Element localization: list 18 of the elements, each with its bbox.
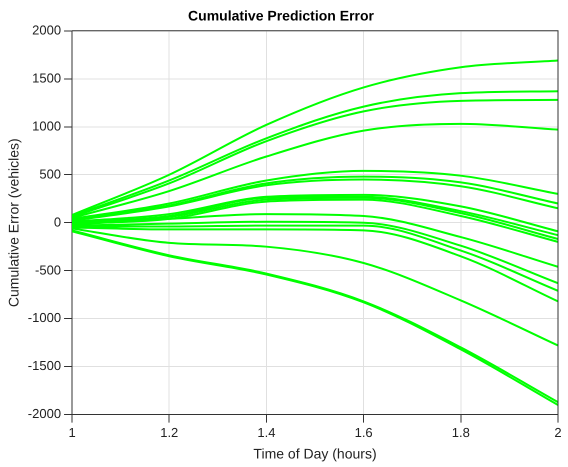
x-axis-title: Time of Day (hours)	[253, 445, 377, 462]
y-tick-label: -2000	[28, 406, 62, 422]
chart-title: Cumulative Prediction Error	[188, 7, 375, 24]
y-tick-label: 500	[39, 166, 62, 182]
x-tick-label: 1.6	[354, 424, 373, 440]
x-tick-label: 2	[554, 424, 562, 440]
x-tick-label: 1.8	[452, 424, 470, 440]
y-tick-label: 1000	[32, 118, 62, 134]
x-tick-label: 1.4	[257, 424, 276, 440]
y-tick-label: -500	[35, 262, 62, 278]
y-tick-label: 1500	[32, 70, 62, 86]
y-tick-label: 2000	[32, 22, 62, 38]
x-tick-label: 1	[68, 424, 76, 440]
y-tick-label: -1500	[28, 358, 62, 374]
x-tick-label: 1.2	[160, 424, 178, 440]
y-tick-label: -1000	[28, 310, 62, 326]
y-tick-label: 0	[54, 214, 62, 230]
y-axis-title: Cumulative Error (vehicles)	[5, 138, 22, 308]
